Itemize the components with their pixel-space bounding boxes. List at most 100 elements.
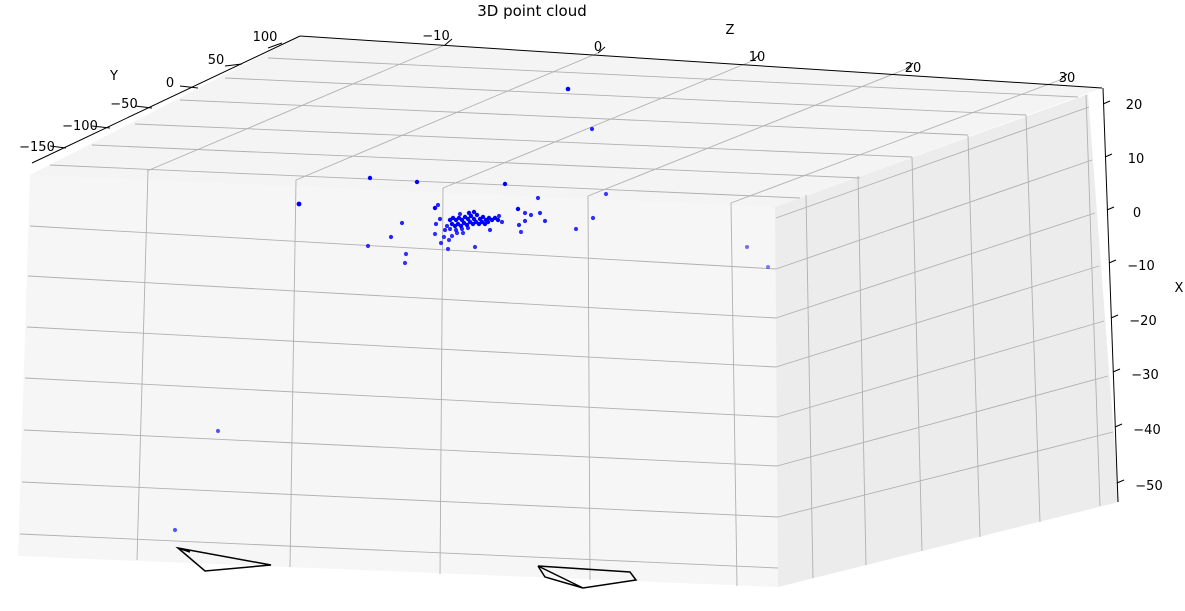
grid-line bbox=[439, 187, 444, 575]
grid-line bbox=[1085, 94, 1101, 507]
data-point bbox=[438, 240, 444, 246]
data-point bbox=[414, 179, 420, 185]
grid-line bbox=[21, 481, 779, 518]
data-point bbox=[573, 226, 579, 232]
grid-line bbox=[24, 377, 778, 418]
z-tick-label: 0 bbox=[594, 40, 602, 55]
x-tick-label: −10 bbox=[1127, 259, 1154, 274]
camera-frusta bbox=[175, 546, 638, 589]
tick-marks bbox=[49, 38, 1125, 484]
z-tick-label: 30 bbox=[1059, 71, 1076, 86]
data-point bbox=[447, 226, 453, 232]
z-tick bbox=[905, 62, 914, 70]
x-tick-label: −40 bbox=[1133, 423, 1160, 438]
data-point bbox=[399, 220, 405, 226]
grid-line bbox=[587, 195, 591, 581]
grid-line bbox=[911, 156, 923, 552]
grid-lines bbox=[19, 44, 1114, 587]
y-tick bbox=[91, 125, 111, 129]
grid-line bbox=[442, 60, 753, 189]
grid-line bbox=[730, 79, 1061, 204]
data-point bbox=[388, 234, 394, 240]
grid-line bbox=[295, 52, 599, 181]
y-tick-label: 100 bbox=[253, 30, 278, 45]
y-axis-line bbox=[31, 35, 301, 164]
data-point bbox=[432, 205, 438, 211]
data-point bbox=[365, 243, 371, 249]
data-point bbox=[459, 226, 465, 232]
grid-line bbox=[289, 179, 297, 568]
x-tick bbox=[1114, 423, 1123, 428]
data-point bbox=[499, 219, 505, 225]
data-point bbox=[367, 175, 373, 181]
data-point bbox=[522, 218, 528, 224]
x-tick-label: −50 bbox=[1135, 479, 1162, 494]
z-tick bbox=[444, 38, 453, 46]
z-tick-label: 20 bbox=[905, 61, 922, 76]
data-point bbox=[449, 233, 455, 239]
data-point bbox=[457, 211, 463, 217]
data-point bbox=[466, 210, 472, 216]
data-point bbox=[537, 210, 543, 216]
data-point bbox=[495, 217, 501, 223]
data-point bbox=[487, 227, 493, 233]
grid-line bbox=[29, 225, 777, 270]
x-tick-label: −30 bbox=[1131, 368, 1158, 383]
grid-line bbox=[587, 68, 907, 197]
y-tick bbox=[267, 42, 283, 49]
data-point bbox=[603, 191, 609, 197]
data-point bbox=[437, 216, 443, 222]
z-tick bbox=[1059, 73, 1068, 81]
x-tick-label: 10 bbox=[1128, 152, 1145, 167]
y-tick bbox=[134, 105, 153, 109]
data-point bbox=[535, 195, 541, 201]
y-tick-label: −100 bbox=[62, 119, 98, 134]
chart-title: 3D point cloud bbox=[477, 2, 587, 20]
grid-line bbox=[777, 431, 1114, 518]
data-point bbox=[446, 237, 452, 243]
camera-frustum bbox=[175, 546, 272, 572]
data-point bbox=[465, 225, 471, 231]
x-tick bbox=[1112, 368, 1121, 373]
data-point bbox=[496, 213, 502, 219]
grid-line bbox=[776, 375, 1109, 467]
data-point bbox=[296, 201, 302, 207]
x-tick bbox=[1116, 479, 1125, 484]
data-point bbox=[522, 210, 528, 216]
y-tick-label: 0 bbox=[166, 76, 174, 91]
x-tick-label: 20 bbox=[1126, 98, 1143, 113]
grid-line bbox=[27, 275, 777, 319]
grid-line bbox=[23, 429, 778, 467]
x-tick bbox=[1104, 153, 1113, 158]
y-tick bbox=[224, 63, 243, 67]
data-point bbox=[471, 209, 477, 215]
grid-line bbox=[805, 194, 814, 579]
grid-line bbox=[224, 77, 1027, 116]
z-axis-label: Z bbox=[726, 23, 735, 38]
data-point bbox=[172, 527, 178, 533]
grid-line bbox=[19, 533, 779, 569]
x-tick bbox=[1102, 100, 1111, 105]
data-point bbox=[445, 246, 451, 252]
data-point bbox=[502, 181, 508, 187]
grid-line bbox=[967, 135, 981, 538]
grid-line bbox=[857, 175, 867, 566]
z-tick bbox=[597, 46, 606, 54]
data-point bbox=[472, 244, 478, 250]
x-tick-label: −20 bbox=[1129, 314, 1156, 329]
z-axis-line bbox=[299, 35, 1103, 89]
y-tick bbox=[49, 145, 67, 149]
grid-line bbox=[775, 159, 1093, 270]
y-tick-label: −50 bbox=[110, 97, 137, 112]
x-tick bbox=[1106, 206, 1115, 211]
grid-line bbox=[179, 99, 969, 136]
data-point bbox=[403, 251, 409, 257]
z-tick bbox=[751, 54, 760, 62]
data-point bbox=[480, 214, 486, 220]
grid-line bbox=[775, 212, 1096, 319]
data-point bbox=[454, 230, 460, 236]
x-tick bbox=[1110, 314, 1119, 319]
data-point bbox=[515, 206, 521, 212]
